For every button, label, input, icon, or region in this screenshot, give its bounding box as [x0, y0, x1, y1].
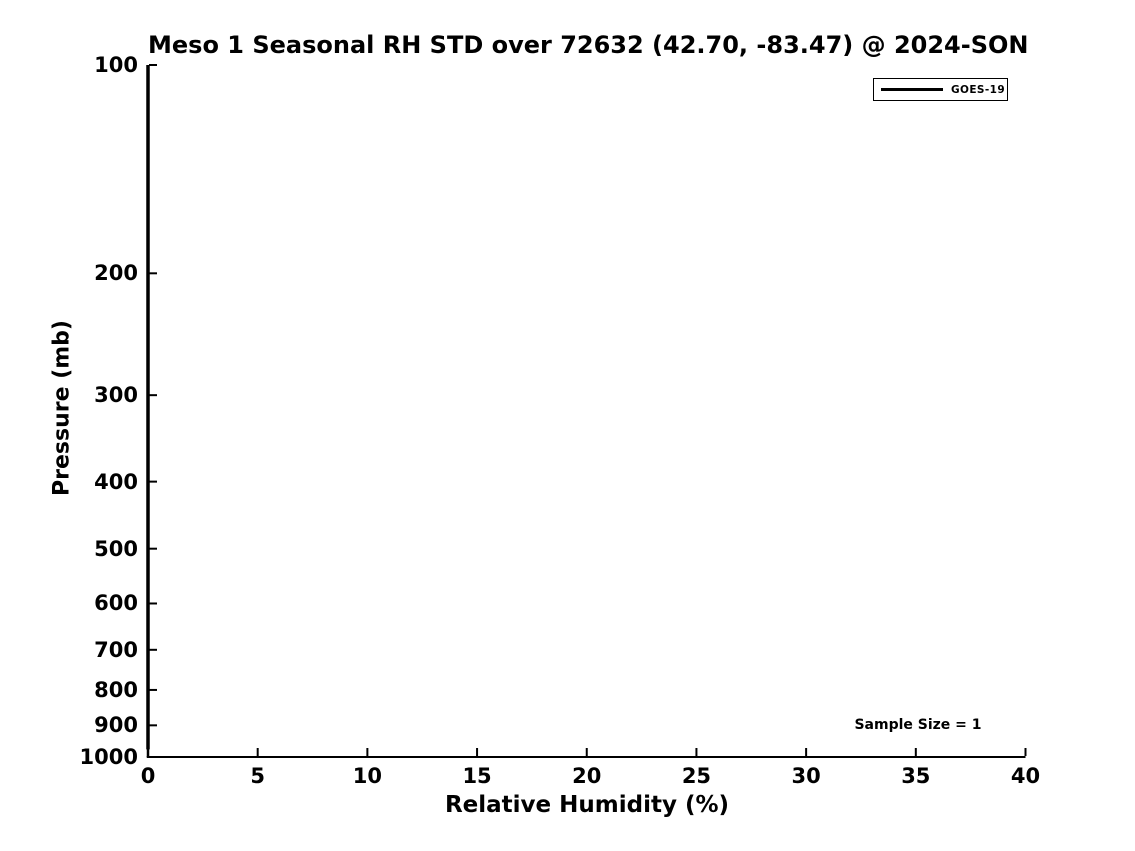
y-tick-label: 800 — [94, 677, 138, 702]
y-tick-label: 600 — [94, 591, 138, 616]
x-tick-label: 0 — [140, 764, 156, 788]
y-tick-label: 700 — [94, 637, 138, 662]
x-tick-label: 10 — [352, 764, 382, 788]
y-tick-label: 900 — [94, 713, 138, 738]
x-tick-label: 25 — [681, 764, 712, 788]
legend-label: GOES-19 — [951, 83, 1006, 96]
sample-size-annotation: Sample Size = 1 — [854, 717, 982, 733]
chart-title: Meso 1 Seasonal RH STD over 72632 (42.70… — [148, 31, 1029, 59]
legend-line-sample — [881, 88, 943, 91]
y-tick-label: 300 — [94, 383, 138, 408]
y-tick-label: 100 — [94, 53, 138, 77]
x-tick-label: 20 — [572, 764, 602, 788]
legend: GOES-19 — [873, 78, 1008, 101]
y-tick-label: 200 — [94, 261, 138, 286]
x-tick-label: 30 — [791, 764, 821, 788]
y-tick-label: 500 — [94, 536, 138, 561]
x-tick-label: 5 — [250, 764, 265, 788]
x-axis-label: Relative Humidity (%) — [444, 792, 730, 818]
x-tick-label: 35 — [901, 764, 931, 788]
x-tick-label: 15 — [462, 764, 492, 788]
y-tick-label: 1000 — [79, 745, 138, 769]
y-tick-label: 400 — [94, 469, 138, 494]
x-tick-label: 40 — [1010, 764, 1041, 788]
